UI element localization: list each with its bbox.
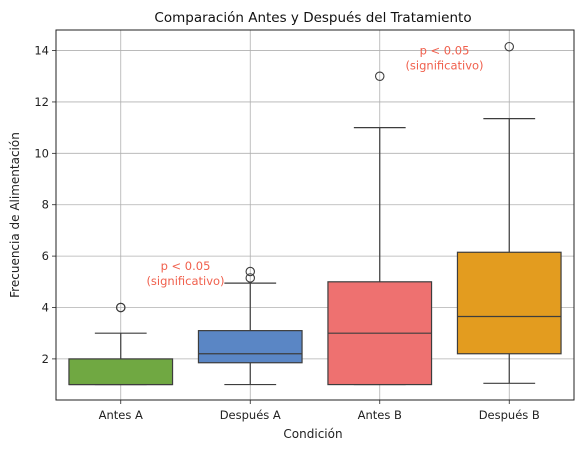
y-tick-label: 10: [34, 146, 49, 160]
significance-annotation: (significativo): [405, 58, 483, 72]
box-group: [197, 266, 303, 386]
outlier-point: [374, 71, 385, 82]
box-body: [197, 330, 303, 364]
box-group: [68, 302, 174, 386]
box-group: [456, 41, 562, 384]
outlier-point: [116, 302, 126, 313]
outlier-point: [245, 266, 256, 277]
y-tick-label: 2: [42, 352, 49, 366]
chart-title: Comparación Antes y Después del Tratamie…: [154, 10, 471, 26]
axes-layer: 2 4 6 8 10 12 14 Antes A Después A Antes B Después…: [34, 29, 575, 422]
x-tick-label: Antes A: [99, 408, 143, 422]
significance-annotation: (significativo): [146, 274, 224, 288]
outlier-point: [245, 273, 256, 283]
x-tick-label: Después A: [220, 408, 281, 422]
annotations-layer: p < 0.05(significativo)p < 0.05(signific…: [146, 43, 483, 288]
y-axis-label: Frecuencia de Alimentación: [8, 132, 22, 298]
boxes-layer: [68, 41, 562, 386]
plot-frame: [55, 29, 575, 401]
significance-annotation: p < 0.05: [161, 259, 211, 273]
y-tick-label: 12: [34, 95, 49, 109]
y-tick-label: 4: [42, 301, 49, 315]
x-tick-label: Después B: [479, 408, 540, 422]
box-body: [68, 358, 174, 386]
y-tick-label: 14: [34, 44, 49, 58]
box-body: [456, 251, 562, 355]
x-axis-label: Condición: [283, 427, 342, 441]
outlier-point: [504, 41, 514, 52]
box-group: [327, 71, 433, 386]
y-tick-label: 8: [42, 198, 49, 212]
significance-annotation: p < 0.05: [420, 43, 470, 57]
x-tick-label: Antes B: [358, 408, 402, 422]
y-tick-label: 6: [42, 249, 49, 263]
